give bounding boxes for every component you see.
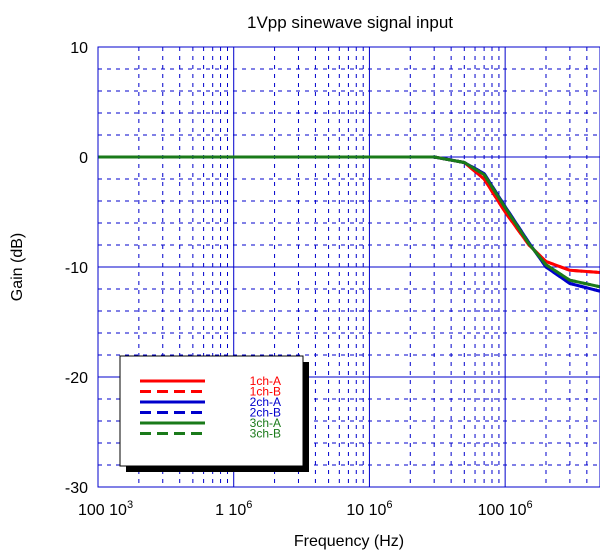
series-line-2ch-B bbox=[98, 155, 600, 293]
series-line-1ch-A bbox=[98, 155, 600, 274]
x-axis-label: Frequency (Hz) bbox=[294, 533, 404, 550]
chart-title: 1Vpp sinewave signal input bbox=[247, 13, 453, 32]
grid bbox=[98, 47, 600, 487]
legend-label: 2ch-A bbox=[250, 395, 281, 409]
legend-label: 3ch-A bbox=[250, 416, 281, 430]
y-tick-label: -10 bbox=[65, 260, 88, 277]
x-tick-label: 100 106 bbox=[478, 499, 533, 519]
x-tick-label: 1 106 bbox=[215, 499, 252, 519]
legend-label: 3ch-B bbox=[250, 427, 281, 441]
legend-label: 2ch-B bbox=[250, 406, 281, 420]
x-tick-label: 100 103 bbox=[78, 499, 133, 519]
series-layer bbox=[98, 155, 600, 293]
series-line-1ch-B bbox=[98, 155, 600, 274]
y-tick-label: 10 bbox=[70, 40, 88, 57]
y-tick-label: -20 bbox=[65, 370, 88, 387]
series-line-3ch-B bbox=[98, 155, 600, 289]
y-tick-label: 0 bbox=[79, 150, 88, 167]
y-axis-label: Gain (dB) bbox=[9, 233, 26, 301]
series-line-2ch-A bbox=[98, 155, 600, 293]
plot-frame bbox=[97, 46, 600, 488]
y-tick-labels: 10 0 -10 -20 -30 bbox=[65, 40, 88, 497]
legend-label: 1ch-A bbox=[250, 374, 281, 388]
x-tick-labels: 100 103 1 106 10 106 100 106 bbox=[78, 499, 533, 519]
x-tick-label: 10 106 bbox=[346, 499, 392, 519]
legend-label: 1ch-B bbox=[250, 385, 281, 399]
y-tick-label: -30 bbox=[65, 480, 88, 497]
